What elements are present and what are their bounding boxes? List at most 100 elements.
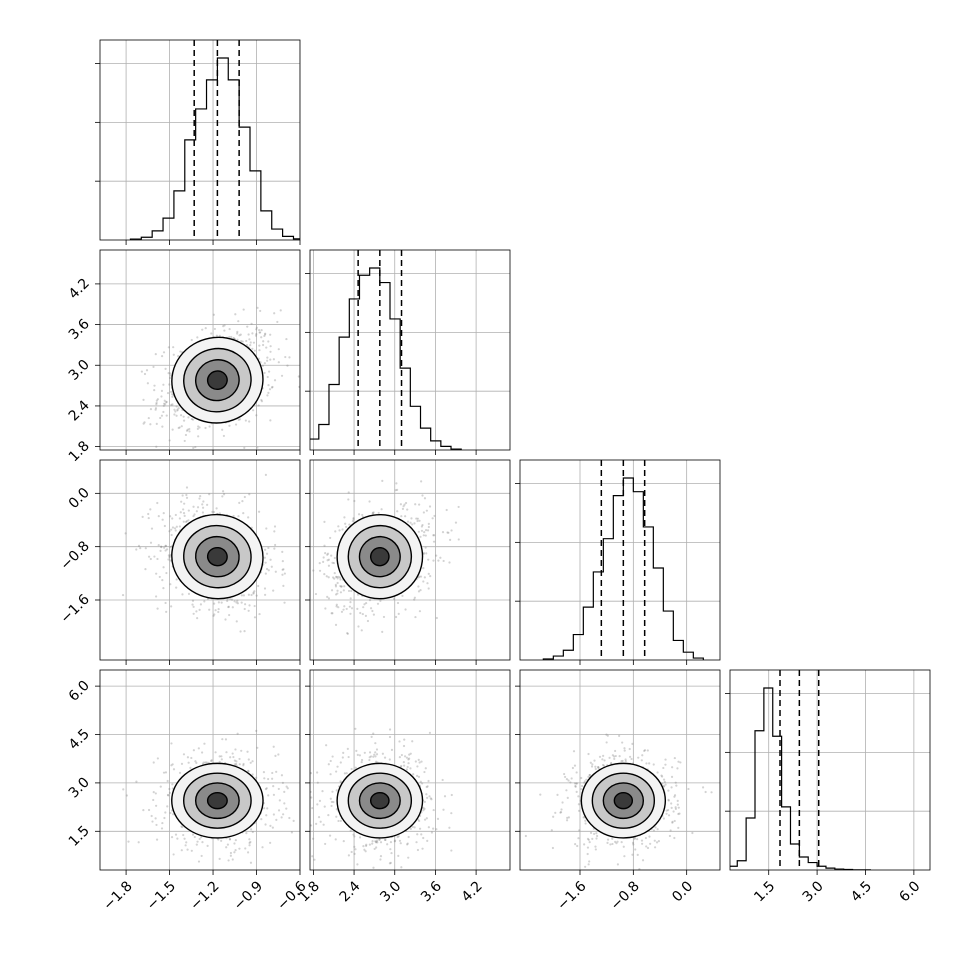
scatter-point (412, 773, 415, 776)
scatter-point (164, 544, 168, 547)
scatter-point (643, 749, 647, 752)
scatter-point (427, 525, 430, 529)
scatter-point (337, 819, 340, 823)
scatter-point (365, 601, 368, 605)
scatter-point (197, 425, 200, 428)
scatter-point (580, 784, 584, 788)
scatter-point (185, 520, 189, 523)
scatter-point (153, 384, 156, 387)
scatter-point (417, 775, 421, 778)
scatter-point (225, 846, 228, 849)
scatter-point (143, 421, 146, 424)
scatter-point (155, 422, 158, 426)
scatter-point (381, 630, 384, 633)
scatter-point (264, 332, 267, 335)
scatter-point (202, 761, 205, 764)
scatter-point (201, 503, 204, 506)
scatter-point (671, 820, 674, 823)
scatter-point (176, 409, 179, 412)
scatter-point (242, 764, 245, 767)
scatter-point (213, 602, 216, 605)
scatter-point (365, 844, 368, 848)
scatter-point (187, 416, 190, 419)
scatter-point (633, 837, 636, 841)
scatter-point (678, 812, 681, 815)
contour-level-3 (206, 791, 228, 810)
scatter-point (427, 558, 430, 561)
scatter-point (636, 838, 639, 841)
scatter-point (394, 489, 397, 492)
scatter-point (281, 573, 284, 576)
scatter-point (237, 418, 240, 421)
scatter-point (188, 427, 191, 431)
scatter-point (255, 328, 258, 331)
scatter-point (124, 532, 127, 535)
scatter-point (673, 836, 676, 840)
scatter-point (149, 408, 153, 411)
scatter-point (248, 493, 251, 496)
scatter-point (624, 758, 627, 761)
scatter-point (629, 755, 632, 758)
scatter-point (335, 815, 338, 818)
scatter-point (416, 774, 419, 777)
scatter-point (169, 546, 172, 549)
scatter-point (177, 426, 180, 430)
scatter-point (248, 604, 251, 607)
scatter-point (192, 446, 195, 450)
scatter-point (182, 512, 186, 515)
scatter-point (656, 771, 659, 774)
scatter-point (269, 419, 272, 422)
scatter-point (574, 842, 577, 846)
scatter-point (234, 848, 237, 852)
scatter-point (402, 744, 406, 748)
scatter-point (559, 811, 562, 814)
scatter-point (418, 575, 421, 578)
scatter-point (184, 520, 188, 523)
scatter-point (691, 831, 694, 835)
scatter-point (421, 847, 424, 850)
scatter-point (422, 534, 425, 537)
scatter-point (441, 778, 444, 782)
scatter-point (257, 404, 260, 407)
scatter-point (235, 762, 238, 766)
scatter-point (575, 782, 578, 785)
scatter-point (577, 809, 581, 812)
scatter-point (228, 327, 231, 331)
scatter-point (146, 382, 149, 385)
scatter-point (237, 515, 240, 518)
scatter-point (137, 544, 141, 547)
scatter-point (186, 848, 189, 851)
scatter-point (660, 775, 664, 778)
scatter-point (252, 409, 255, 412)
scatter-point (168, 555, 171, 558)
scatter-point (404, 501, 408, 505)
scatter-point (424, 546, 427, 549)
scatter-point (257, 510, 261, 513)
scatter-point (413, 598, 416, 601)
scatter-point (249, 344, 252, 347)
scatter-point (417, 530, 420, 533)
scatter-point (554, 811, 557, 814)
panel-2-2 (515, 459, 721, 665)
scatter-point (243, 607, 246, 611)
scatter-point (142, 809, 145, 812)
contour-level-3 (206, 546, 228, 567)
scatter-point (177, 355, 180, 358)
scatter-point (559, 810, 563, 814)
scatter-point (439, 556, 442, 559)
scatter-point (269, 345, 272, 348)
scatter-point (166, 805, 169, 808)
scatter-point (575, 790, 578, 793)
scatter-point (189, 453, 191, 455)
scatter-point (125, 794, 128, 797)
scatter-point (673, 819, 676, 823)
scatter-point (405, 756, 409, 759)
scatter-point (631, 853, 634, 856)
scatter-point (263, 371, 266, 375)
scatter-point (346, 632, 349, 635)
y-tick-label: 1.5 (66, 823, 93, 850)
scatter-point (583, 843, 586, 846)
scatter-point (363, 848, 366, 851)
scatter-point (361, 612, 364, 616)
scatter-point (622, 845, 625, 848)
